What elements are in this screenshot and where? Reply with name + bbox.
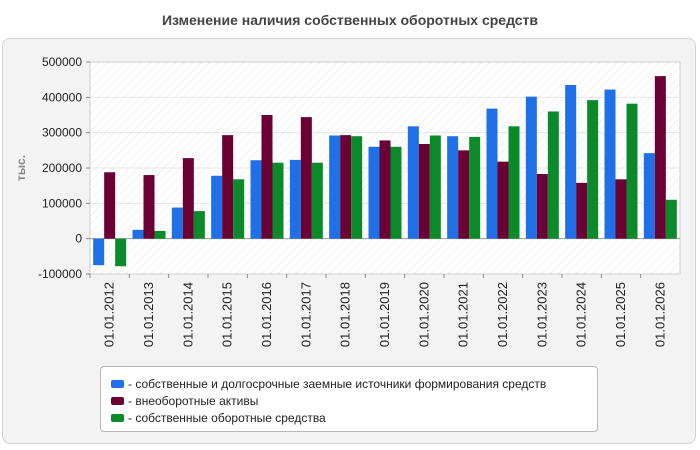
bar	[525, 96, 537, 239]
bar	[604, 89, 616, 239]
legend-swatch-own-and-longterm	[111, 379, 124, 388]
x-tick-label: 01.01.2020	[416, 282, 431, 347]
bar	[193, 211, 205, 239]
x-tick-label: 01.01.2021	[456, 282, 471, 347]
legend-item-own-and-longterm: - собственные и долгосрочные заемные ист…	[111, 375, 597, 392]
bar	[261, 115, 273, 239]
legend-swatch-working-capital	[111, 413, 124, 422]
bar	[458, 150, 470, 239]
bar	[300, 117, 312, 239]
bar	[447, 136, 459, 239]
bar	[469, 136, 481, 239]
x-tick-label: 01.01.2014	[180, 282, 195, 347]
y-tick-label: 100000	[42, 196, 82, 210]
bar	[104, 172, 116, 239]
bar	[211, 175, 223, 239]
legend-item-working-capital: - собственные оборотные средства	[111, 409, 597, 426]
bar	[351, 136, 363, 239]
x-tick-label: 01.01.2012	[102, 282, 117, 347]
bar	[132, 229, 144, 239]
bar	[547, 111, 559, 239]
y-tick-label: 200000	[42, 161, 82, 175]
bar	[576, 182, 588, 239]
bar	[340, 135, 352, 239]
bar	[418, 143, 430, 239]
legend-label-working-capital: - собственные оборотные средства	[128, 410, 326, 425]
y-tick-label: -100000	[38, 267, 82, 281]
bar	[536, 174, 548, 239]
x-tick-label: 01.01.2016	[259, 282, 274, 347]
bar	[429, 135, 441, 239]
chart-title: Изменение наличия собственных оборотных …	[161, 12, 539, 28]
y-tick-label: 400000	[42, 90, 82, 104]
x-tick-label: 01.01.2019	[377, 282, 392, 347]
bar	[390, 146, 402, 239]
y-tick-label: 300000	[42, 126, 82, 140]
x-tick-label: 01.01.2022	[495, 282, 510, 347]
bar	[272, 162, 284, 239]
legend-swatch-noncurrent-assets	[111, 396, 124, 405]
bar	[222, 135, 234, 239]
x-tick-label: 01.01.2013	[141, 282, 156, 347]
x-tick-label: 01.01.2023	[534, 282, 549, 347]
x-tick-label: 01.01.2017	[298, 282, 313, 347]
legend-label-noncurrent-assets: - внеоборотные активы	[128, 393, 259, 408]
bar	[407, 126, 419, 239]
bar	[182, 158, 194, 239]
bar	[565, 84, 577, 239]
bar	[115, 238, 127, 267]
bar	[143, 175, 155, 239]
bar	[368, 146, 380, 239]
bar	[508, 126, 520, 239]
bar	[497, 161, 509, 239]
y-tick-label: 0	[75, 232, 82, 246]
x-tick-label: 01.01.2026	[652, 282, 667, 347]
bar	[587, 100, 599, 239]
bar	[379, 140, 391, 239]
y-axis-label: тыс.	[14, 155, 28, 181]
bar	[289, 159, 301, 239]
x-tick-label: 01.01.2025	[613, 282, 628, 347]
bar	[654, 76, 666, 239]
x-tick-label: 01.01.2018	[338, 282, 353, 347]
y-tick-label: 500000	[42, 55, 82, 69]
bar	[233, 179, 245, 239]
bar	[486, 108, 498, 239]
legend-item-noncurrent-assets: - внеоборотные активы	[111, 392, 597, 409]
bar	[154, 230, 166, 239]
bar	[93, 238, 105, 266]
legend-label-own-and-longterm: - собственные и долгосрочные заемные ист…	[128, 376, 547, 391]
bar	[643, 153, 655, 239]
bar	[311, 162, 323, 239]
bar	[171, 207, 183, 239]
bar	[250, 160, 262, 239]
legend: - собственные и долгосрочные заемные ист…	[100, 366, 598, 432]
bar	[626, 103, 638, 239]
x-tick-label: 01.01.2024	[574, 282, 589, 347]
bar	[329, 135, 341, 239]
x-tick-label: 01.01.2015	[220, 282, 235, 347]
bar	[665, 199, 677, 239]
bar	[615, 179, 627, 239]
